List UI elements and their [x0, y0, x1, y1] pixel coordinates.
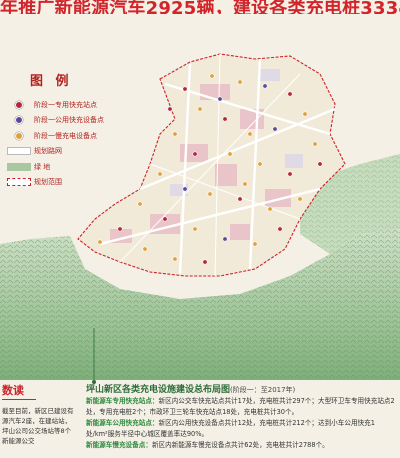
legend-item-road: 规划路网: [4, 144, 154, 160]
boundary-swatch-icon: [7, 178, 31, 187]
charging-points: [97, 73, 323, 265]
paragraph-slow: 新能源车慢充设备点：新区内新能源车慢充设备点共计62处，充电桩共计2788个。: [86, 441, 329, 449]
orange-dot-icon: [15, 131, 23, 140]
legend-item-dedicated-fast: 阶段一专用快充站点: [4, 97, 154, 113]
caption-pin-icon: [92, 328, 96, 384]
green-swatch-icon: [7, 162, 31, 171]
caption-title: 坪山新区各类充电设施建设总布局图(阶段一：至2017年): [86, 385, 296, 395]
legend-item-boundary: 规划范围: [4, 175, 154, 191]
legend-item-slow: 阶段一慢充电设备点: [4, 128, 154, 144]
planning-area: [77, 53, 346, 277]
purple-dot-icon: [15, 116, 23, 125]
caption-body: 新能源车专用快充站点：新区内公交车快充站点共计17处，充电桩共计297个；大型环…: [86, 396, 396, 451]
red-dot-icon: [15, 100, 23, 109]
sidebar-text: 截至目前，新区已建设有源汽车2座，在建站站，坪山公司公交场站等8个新能源公交: [2, 407, 74, 445]
legend-item-green: 绿 地: [4, 159, 154, 175]
paragraph-public: 新能源车公用快充站点：新区内公用快充设备点共计12处，充电桩共计212个；达到小…: [86, 419, 375, 438]
paragraph-dedicated: 新能源车专用快充站点：新区内公交车快充站点共计17处，充电桩共计297个；大型环…: [86, 397, 395, 416]
map: [0, 14, 400, 380]
sidebar-shudu: 数读 截至目前，新区已建设有源汽车2座，在建站站，坪山公司公交场站等8个新能源公…: [2, 382, 76, 446]
sidebar-title: 数读: [2, 382, 36, 400]
legend-title: 图 例: [30, 74, 73, 89]
legend-item-public-fast: 阶段一公用快充设备点: [4, 113, 154, 129]
road-swatch-icon: [7, 147, 31, 156]
map-legend: 图 例 阶段一专用快充站点 阶段一公用快充设备点 阶段一慢充电设备点 规划路网 …: [4, 70, 154, 190]
